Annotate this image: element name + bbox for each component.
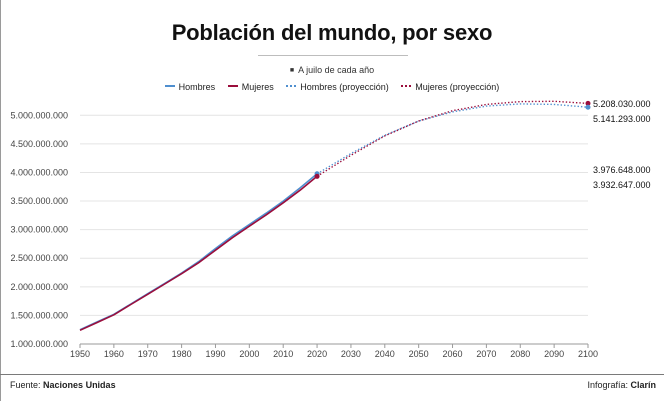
legend-label-hombres-proyeccion: Hombres (proyección) bbox=[300, 82, 389, 92]
x-tick-label: 2020 bbox=[307, 349, 327, 359]
x-tick-label: 1950 bbox=[70, 349, 90, 359]
legend-swatch-mujeres-proyeccion bbox=[401, 85, 412, 87]
x-tick-label: 2070 bbox=[476, 349, 496, 359]
x-tick-label: 2000 bbox=[239, 349, 259, 359]
y-tick-label: 1.000.000.000 bbox=[10, 339, 68, 349]
legend-label-hombres: Hombres bbox=[178, 82, 216, 92]
chart-legend: Hombres Mujeres Hombres (proyección) Muj… bbox=[0, 82, 664, 92]
left-border-rule bbox=[0, 0, 1, 401]
x-tick-label: 1990 bbox=[205, 349, 225, 359]
legend-item-mujeres-proyeccion[interactable]: Mujeres (proyección) bbox=[401, 82, 499, 92]
value-label: 5.141.293.000 bbox=[593, 114, 651, 124]
x-tick-label: 2090 bbox=[544, 349, 564, 359]
x-tick-label: 2050 bbox=[409, 349, 429, 359]
x-tick-label: 2040 bbox=[375, 349, 395, 359]
series-lines bbox=[79, 100, 589, 332]
line-hombres bbox=[79, 173, 318, 331]
y-tick-label: 3.500.000.000 bbox=[10, 196, 68, 206]
y-tick-label: 5.000.000.000 bbox=[10, 110, 68, 120]
x-tick-label: 2080 bbox=[510, 349, 530, 359]
legend-label-mujeres: Mujeres bbox=[241, 82, 274, 92]
x-tick-label: 1960 bbox=[104, 349, 124, 359]
x-tick-label: 2060 bbox=[443, 349, 463, 359]
title-divider bbox=[258, 55, 408, 56]
legend-label-mujeres-proyeccion: Mujeres (proyección) bbox=[415, 82, 500, 92]
legend-swatch-mujeres bbox=[227, 85, 238, 87]
credit-name: Clarín bbox=[630, 380, 656, 390]
footer-divider bbox=[0, 374, 664, 375]
x-tick-label: 1970 bbox=[138, 349, 158, 359]
source-credit: Fuente: Naciones Unidas bbox=[10, 380, 116, 390]
data-point-marker bbox=[585, 104, 591, 110]
legend-swatch-hombres bbox=[164, 85, 175, 87]
x-tick-label: 2010 bbox=[273, 349, 293, 359]
source-name: Naciones Unidas bbox=[43, 380, 116, 390]
value-label: 3.976.648.000 bbox=[593, 165, 651, 175]
line-mujeres bbox=[79, 175, 318, 332]
value-labels: 3.976.648.000 3.932.647.000 5.208.030.000 5… bbox=[593, 99, 651, 190]
grid-lines bbox=[80, 114, 588, 345]
x-tick-label: 2030 bbox=[341, 349, 361, 359]
value-label: 3.932.647.000 bbox=[593, 180, 651, 190]
chart-title: Población del mundo, por sexo bbox=[171, 20, 493, 45]
value-label: 5.208.030.000 bbox=[593, 99, 651, 109]
data-point-marker bbox=[314, 173, 320, 179]
legend-item-mujeres[interactable]: Mujeres bbox=[227, 82, 274, 92]
series-markers bbox=[314, 100, 591, 179]
x-tick-label: 1980 bbox=[172, 349, 192, 359]
y-tick-label: 4.500.000.000 bbox=[10, 139, 68, 149]
y-tick-label: 3.000.000.000 bbox=[10, 225, 68, 235]
y-axis: 1.000.000.000 1.500.000.000 2.000.000.000 2… bbox=[10, 110, 68, 349]
x-tick-label: 2100 bbox=[578, 349, 598, 359]
legend-item-hombres[interactable]: Hombres bbox=[164, 82, 216, 92]
y-tick-label: 4.000.000.000 bbox=[10, 167, 68, 177]
y-tick-label: 2.000.000.000 bbox=[10, 282, 68, 292]
data-point-marker bbox=[585, 100, 591, 106]
y-tick-label: 1.500.000.000 bbox=[10, 310, 68, 320]
line-hombres-proyeccion bbox=[316, 103, 589, 175]
source-label: Fuente: bbox=[10, 380, 41, 390]
y-tick-label: 2.500.000.000 bbox=[10, 253, 68, 263]
legend-item-hombres-proyeccion[interactable]: Hombres (proyección) bbox=[286, 82, 389, 92]
legend-swatch-hombres-proyeccion bbox=[286, 85, 297, 87]
line-mujeres-proyeccion bbox=[316, 100, 589, 177]
infographic-credit: Infografía: Clarín bbox=[587, 380, 656, 390]
subtitle-text: A juilo de cada año bbox=[298, 65, 375, 75]
chart-subtitle: ■ A juilo de cada año bbox=[0, 65, 664, 75]
credit-label: Infografía: bbox=[587, 380, 628, 390]
x-axis: 1950 1960 1970 1980 1990 2000 2010 2020 2030 2040… bbox=[70, 343, 598, 359]
bullet-icon: ■ bbox=[289, 67, 295, 74]
